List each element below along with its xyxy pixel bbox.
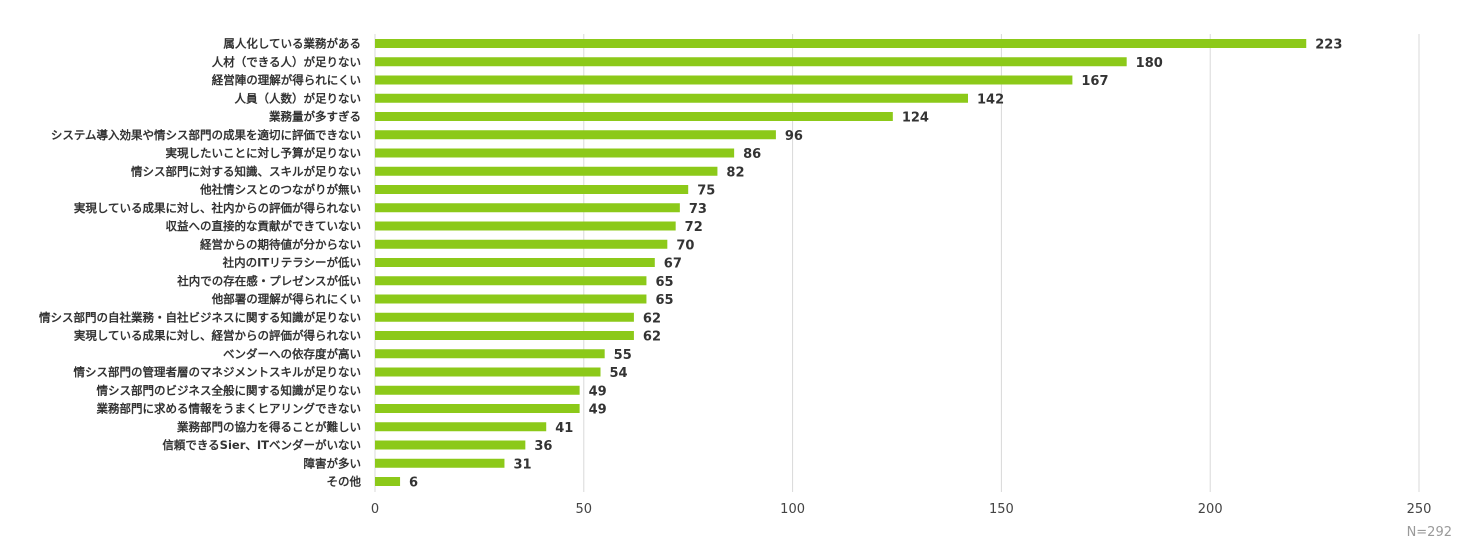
category-label: 情シス部門のビジネス全般に関する知識が足りない [96,383,362,397]
value-label: 86 [743,147,761,162]
value-label: 6 [409,476,418,491]
bar [375,258,655,267]
category-label: 他社情シスとのつながりが無い [199,183,361,197]
bar [375,239,668,249]
value-label: 73 [689,202,707,217]
category-label: 経営からの期待値が分からない [200,237,361,251]
bar [375,185,689,194]
bar [375,367,601,377]
bar [375,39,1307,48]
bar [375,312,634,322]
value-label: 54 [610,366,628,381]
category-label: 経営陣の理解が得られにくい [212,73,361,87]
gridlines [374,34,1420,492]
bar [375,294,647,304]
bar [375,112,893,121]
category-label: 社内での存在感・プレゼンスが低い [176,274,361,288]
value-label: 36 [534,439,552,454]
bar [375,57,1127,67]
value-label: 67 [664,257,682,272]
bar [375,276,647,286]
value-label: 124 [902,111,929,126]
value-label: 82 [726,165,744,180]
bar [375,385,580,395]
value-label: 65 [655,275,673,290]
bar [375,422,547,432]
category-label: 他部署の理解が得られにくい [211,292,361,306]
bar [375,203,680,213]
value-label: 180 [1136,56,1163,71]
bar [375,477,401,486]
category-label: 実現している成果に対し、経営からの評価が得られない [74,329,361,343]
x-tick-label: 250 [1407,502,1432,517]
category-label: 情シス部門に対する知識、スキルが足りない [130,164,361,178]
category-label: その他 [327,475,362,489]
value-label: 142 [977,92,1004,107]
bar [375,166,718,176]
value-label: 62 [643,311,661,326]
value-labels: 223 180 167 142 124 96 86 82 75 73 72 70 67 65 65 62 62 5… [409,38,1342,491]
bar [375,130,776,140]
x-tick-label: 200 [1198,502,1223,517]
value-label: 62 [643,330,661,345]
bars [375,39,1307,486]
bar [375,93,968,103]
category-label: 属人化している業務がある [223,37,361,51]
category-label: 人員（人数）が足りない [235,91,362,105]
bar [375,349,605,359]
bar [375,440,526,450]
bar [375,148,735,158]
category-label: 信頼できるSier、ITベンダーがいない [162,438,361,452]
x-axis-tick-labels: 0 50 100 150 200 250 [371,502,1432,517]
value-label: 65 [655,293,673,308]
value-label: 55 [614,348,632,363]
bar [375,404,580,413]
category-label: 社内のITリテラシーが低い [222,256,361,270]
value-label: 70 [676,238,694,253]
category-label: 障害が多い [304,456,362,470]
sample-size-note: N=292 [1406,525,1452,540]
x-tick-label: 50 [576,502,593,517]
value-label: 72 [685,220,703,235]
value-label: 31 [513,457,531,472]
category-label: 人材（できる人）が足りない [212,55,361,69]
bar [375,221,676,231]
bar [375,458,505,468]
value-label: 167 [1081,74,1108,89]
category-label: 業務量が多すぎる [268,110,361,124]
value-label: 49 [589,384,607,399]
value-label: 223 [1315,38,1342,53]
category-label: 実現している成果に対し、社内からの評価が得られない [74,201,361,215]
category-label: 実現したいことに対し予算が足りない [166,146,362,160]
bar [375,331,634,340]
value-label: 96 [785,129,803,144]
category-labels: 属人化している業務がある人材（できる人）が足りない経営陣の理解が得られにくい人員… [38,37,361,489]
value-label: 49 [589,403,607,418]
value-label: 41 [555,421,573,436]
x-tick-label: 150 [989,502,1014,517]
category-label: 業務部門の協力を得ることが難しい [176,420,361,434]
x-tick-label: 0 [371,502,379,517]
x-tick-label: 100 [780,502,805,517]
category-label: 業務部門に求める情報をうまくヒアリングできない [96,402,362,416]
category-label: 情シス部門の管理者層のマネジメントスキルが足りない [73,365,362,379]
bar [375,75,1073,85]
category-label: ベンダーへの依存度が高い [223,347,361,361]
category-label: 情シス部門の自社業務・自社ビジネスに関する知識が足りない [38,310,361,324]
value-label: 75 [697,184,715,199]
category-label: 収益への直接的な貢献ができていない [166,219,362,233]
category-label: システム導入効果や情シス部門の成果を適切に評価できない [51,128,361,142]
